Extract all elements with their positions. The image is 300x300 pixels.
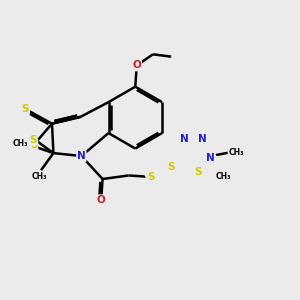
Text: S: S	[22, 104, 29, 114]
Text: CH₃: CH₃	[12, 139, 28, 148]
Text: S: S	[148, 172, 155, 182]
Text: CH₃: CH₃	[216, 172, 231, 181]
Text: N: N	[179, 134, 188, 144]
Text: O: O	[132, 61, 141, 70]
Text: N: N	[198, 134, 207, 144]
Text: CH₃: CH₃	[32, 172, 47, 181]
Text: S: S	[30, 140, 38, 150]
Text: N: N	[206, 152, 215, 163]
Text: CH₃: CH₃	[228, 148, 244, 157]
Text: O: O	[97, 195, 106, 205]
Text: N: N	[77, 151, 86, 161]
Text: S: S	[194, 167, 202, 177]
Text: N: N	[198, 134, 207, 144]
Text: S: S	[167, 162, 175, 172]
Text: S: S	[29, 135, 37, 145]
